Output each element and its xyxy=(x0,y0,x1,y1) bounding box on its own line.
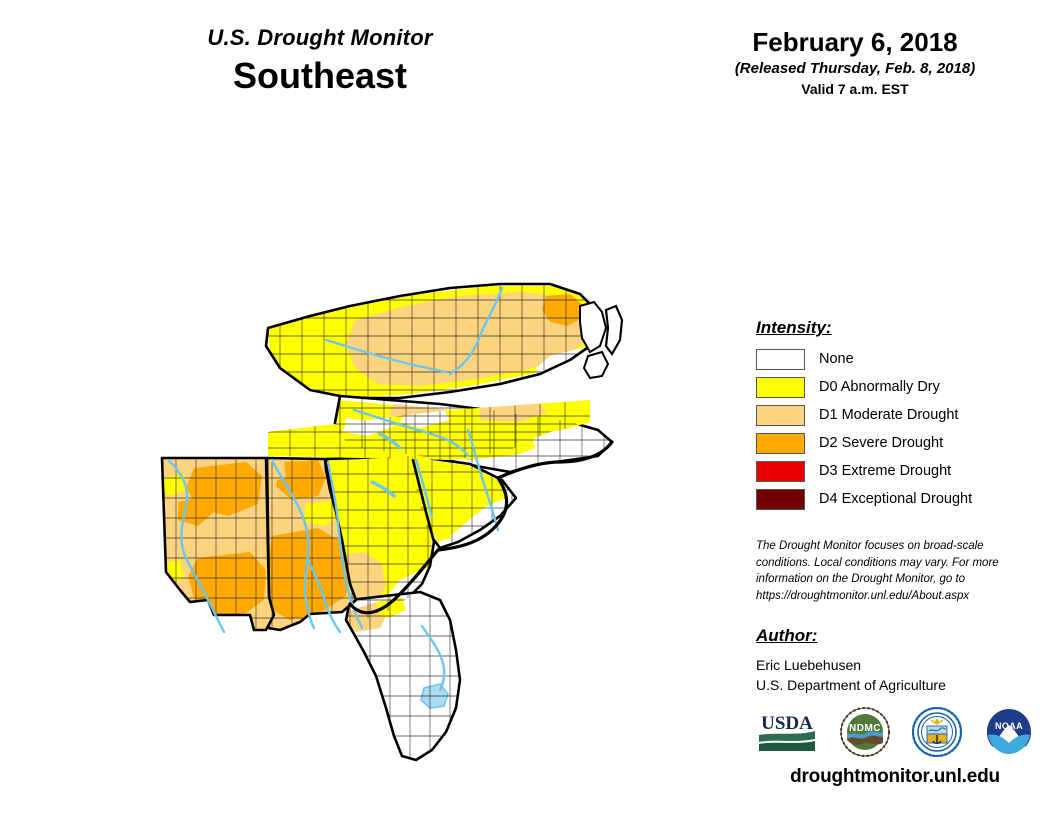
drought-map[interactable] xyxy=(150,160,640,810)
state-florida xyxy=(344,590,462,762)
usdc-noaa-seal-logo[interactable] xyxy=(912,707,962,757)
map-svg xyxy=(160,282,624,762)
valid-date: February 6, 2018 xyxy=(752,27,958,57)
date-block: February 6, 2018 (Released Thursday, Feb… xyxy=(690,28,1020,97)
legend-label-d1: D1 Moderate Drought xyxy=(819,407,959,423)
release-date: (Released Thursday, Feb. 8, 2018) xyxy=(734,59,976,77)
noaa-logo[interactable]: NOAA xyxy=(984,707,1034,757)
legend-item-none[interactable]: None xyxy=(756,345,1026,373)
map-base-layer xyxy=(160,282,614,762)
legend-swatch-d0 xyxy=(756,376,805,398)
author-name: Eric Luebehusen xyxy=(756,657,862,673)
author-panel: Author: Eric Luebehusen U.S. Department … xyxy=(756,626,1026,696)
legend-item-d4[interactable]: D4 Exceptional Drought xyxy=(756,485,1026,513)
legend-swatch-none xyxy=(756,348,805,370)
legend-label-d3: D3 Extreme Drought xyxy=(819,463,952,479)
state-virginia xyxy=(264,282,604,400)
legend-label-d2: D2 Severe Drought xyxy=(819,435,944,451)
region-title: Southeast xyxy=(232,55,408,97)
legend-label-none: None xyxy=(819,351,854,367)
logo-row: USDA NDMC NOAA xyxy=(756,703,1034,761)
author-affiliation: U.S. Department of Agriculture xyxy=(756,677,946,694)
ndmc-logo[interactable]: NDMC xyxy=(840,707,890,757)
coastline-outline xyxy=(348,440,614,615)
svg-text:NDMC: NDMC xyxy=(849,723,881,734)
legend-swatch-d2 xyxy=(756,432,805,454)
legend-item-d0[interactable]: D0 Abnormally Dry xyxy=(756,373,1026,401)
legend-title: Intensity: xyxy=(756,318,832,337)
legend-item-d3[interactable]: D3 Extreme Drought xyxy=(756,457,1026,485)
chesapeake-delmarva-detail xyxy=(579,300,624,380)
disclaimer-text: The Drought Monitor focuses on broad-sca… xyxy=(756,540,999,603)
legend-item-d1[interactable]: D1 Moderate Drought xyxy=(756,401,1026,429)
usda-logo[interactable]: USDA xyxy=(756,709,818,755)
legend-swatch-d3 xyxy=(756,460,805,482)
legend-label-d0: D0 Abnormally Dry xyxy=(819,379,940,395)
drought-monitor-supertitle: U.S. Drought Monitor xyxy=(207,25,433,50)
legend-item-d2[interactable]: D2 Severe Drought xyxy=(756,429,1026,457)
svg-text:NOAA: NOAA xyxy=(995,721,1023,731)
legend-swatch-d4 xyxy=(756,488,805,510)
author-title: Author: xyxy=(756,626,818,645)
map-title-block: U.S. Drought Monitor Southeast xyxy=(0,26,640,96)
valid-time: Valid 7 a.m. EST xyxy=(801,81,909,98)
state-mississippi xyxy=(160,456,276,632)
legend-swatch-d1 xyxy=(756,404,805,426)
legend-label-d4: D4 Exceptional Drought xyxy=(819,491,973,507)
legend-panel: Intensity: None D0 Abnormally Dry D1 Mod… xyxy=(756,318,1026,513)
svg-text:USDA: USDA xyxy=(761,713,813,734)
site-url[interactable]: droughtmonitor.unl.edu xyxy=(790,766,1000,787)
